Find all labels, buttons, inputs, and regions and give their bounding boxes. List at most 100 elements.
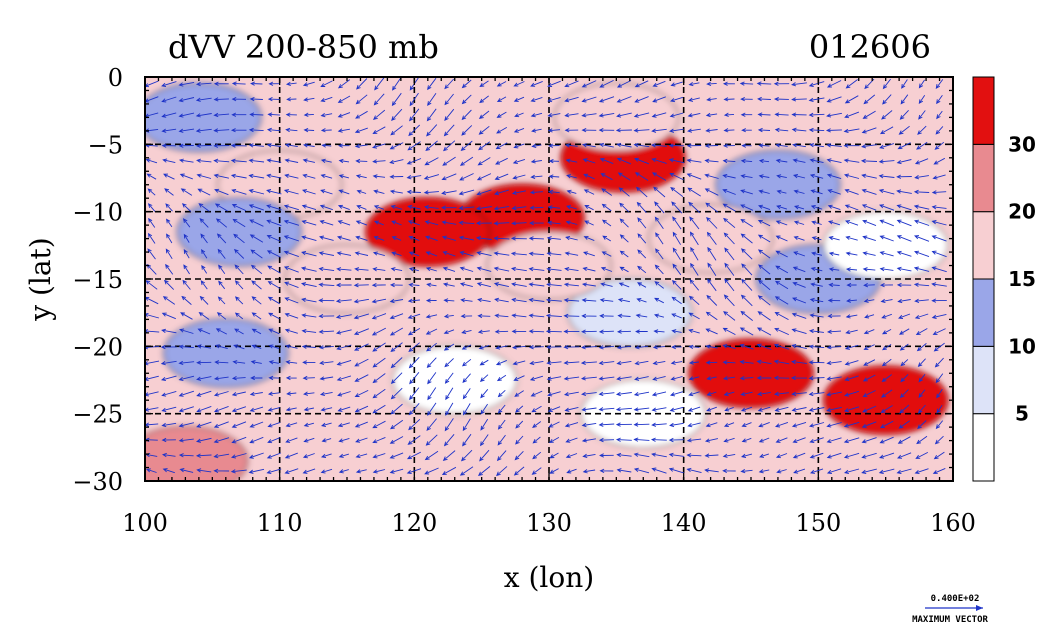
wind-vector-833 (232, 360, 246, 365)
wind-vector-572 (493, 266, 510, 272)
wind-vector-137 (936, 110, 943, 120)
y-tick-label-6: −30 (72, 468, 123, 496)
wind-vector-164 (598, 127, 615, 133)
wind-vector-1178 (633, 467, 650, 474)
wind-vector-971 (231, 406, 247, 413)
wind-vector-440 (601, 219, 612, 227)
wind-vector-165 (615, 128, 632, 133)
wind-vector-975 (303, 407, 314, 412)
wind-vector-835 (268, 360, 279, 365)
wind-vector-1158 (284, 468, 299, 475)
wind-vector-599 (163, 279, 175, 290)
wind-vector-762 (598, 329, 614, 334)
wind-vector-450 (775, 220, 788, 226)
wind-vector-214 (668, 143, 685, 148)
wind-vector-895 (513, 375, 525, 381)
y-tick-label-4: −20 (72, 333, 123, 361)
wind-vector-1095 (792, 437, 806, 444)
wind-vector-375 (266, 204, 282, 211)
wind-vector-309 (722, 173, 736, 179)
wind-vector-262 (704, 158, 719, 163)
wind-vector-319 (896, 174, 912, 179)
wind-vector-534 (637, 249, 647, 259)
wind-vector-76 (670, 96, 684, 103)
wind-vector-152 (390, 125, 403, 136)
wind-vector-210 (598, 142, 614, 148)
wind-vector-1024 (354, 421, 368, 428)
wind-vector-1137 (722, 453, 736, 458)
wind-vector-692 (180, 312, 193, 320)
wind-vector-659 (407, 298, 420, 303)
wind-vector-671 (617, 297, 630, 303)
wind-vector-711 (511, 313, 527, 318)
wind-vector-154 (426, 124, 438, 137)
wind-vector-95 (195, 113, 212, 118)
wind-vector-294 (459, 173, 474, 181)
wind-vector-378 (319, 204, 333, 211)
wind-vector-271 (860, 158, 878, 164)
wind-vector-31 (688, 81, 700, 87)
wind-vector-487 (619, 234, 629, 243)
wind-vector-576 (564, 266, 579, 272)
wind-vector-338 (423, 190, 439, 195)
wind-vector-747 (335, 329, 352, 335)
field-feature-8 (145, 426, 248, 481)
wind-vector-72 (598, 96, 615, 103)
wind-vector-304 (634, 172, 649, 181)
wind-vector-187 (195, 143, 212, 148)
wind-vector-269 (826, 158, 842, 164)
wind-vector-781 (932, 328, 946, 335)
wind-vector-553 (165, 263, 174, 275)
wind-vector-522 (425, 251, 438, 257)
wind-vector-634 (775, 280, 789, 290)
wind-vector-977 (337, 406, 351, 412)
wind-vector-406 (810, 204, 823, 210)
wind-vector-36 (773, 81, 790, 86)
wind-vector-551 (931, 250, 947, 258)
wind-vector-1066 (285, 437, 298, 443)
wind-vector-496 (775, 235, 788, 242)
wind-vector-761 (581, 329, 597, 334)
wind-vector-540 (740, 248, 753, 260)
wind-vector-443 (654, 216, 664, 230)
wind-vector-403 (758, 204, 771, 211)
wind-vector-200 (425, 140, 438, 152)
wind-vector-880 (250, 375, 263, 381)
wind-vector-329 (266, 189, 282, 195)
wind-vector-327 (231, 188, 247, 195)
wind-vector-471 (337, 235, 351, 241)
wind-vector-54 (286, 97, 297, 102)
wind-vector-1172 (531, 467, 542, 475)
wind-vector-825 (899, 343, 909, 351)
wind-vector-848 (495, 359, 507, 366)
wind-vector-730 (845, 314, 858, 319)
wind-vector-489 (655, 232, 664, 245)
wind-vector-718 (635, 313, 648, 318)
wind-vector-1015 (196, 421, 212, 428)
wind-vector-115 (547, 113, 561, 118)
wind-vector-938 (462, 388, 471, 400)
wind-vector-417 (199, 218, 209, 228)
wind-vector-418 (215, 218, 228, 228)
wind-vector-33 (722, 81, 735, 86)
wind-vector-972 (249, 406, 264, 412)
wind-vector-665 (511, 297, 527, 303)
wind-vector-163 (581, 127, 597, 133)
wind-vector-949 (651, 391, 667, 397)
wind-vector-589 (792, 266, 806, 273)
wind-vector-793 (336, 344, 352, 351)
wind-vector-947 (615, 391, 632, 397)
wind-vector-521 (408, 251, 420, 257)
wind-vector-672 (636, 298, 647, 303)
wind-vector-693 (198, 311, 210, 320)
wind-vector-315 (826, 173, 842, 180)
wind-vector-646 (181, 295, 192, 305)
wind-vector-915 (862, 374, 876, 382)
wind-vector-944 (563, 391, 579, 397)
wind-vector-478 (458, 235, 474, 241)
wind-vector-171 (723, 128, 735, 133)
wind-vector-299 (548, 174, 560, 179)
wind-vector-134 (881, 110, 893, 120)
colorbar-label-1: 10 (1008, 334, 1036, 358)
wind-vector-687 (897, 298, 911, 304)
